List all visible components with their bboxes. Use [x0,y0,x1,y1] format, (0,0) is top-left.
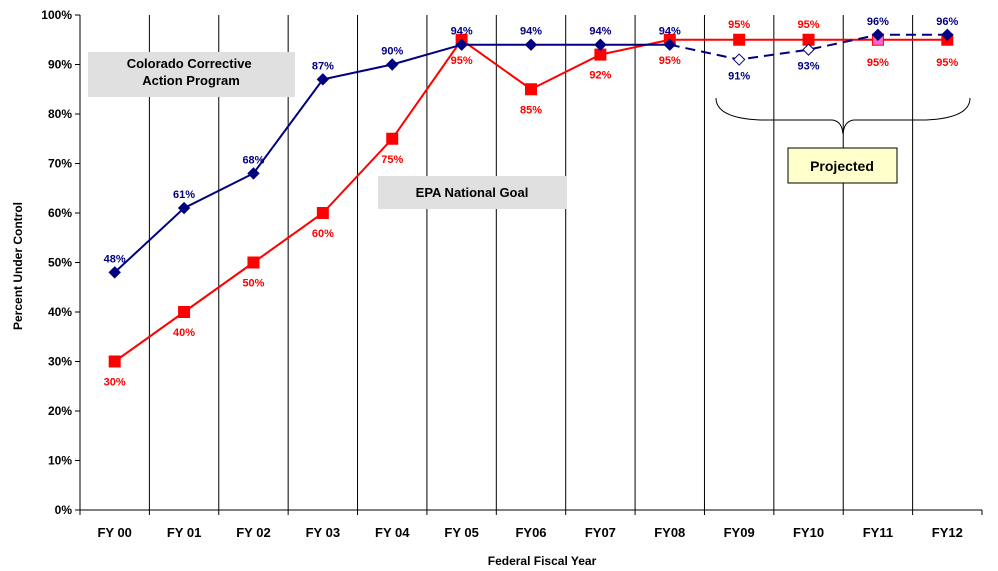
epa-data-label: 85% [520,104,542,116]
colorado-data-label: 93% [798,61,820,73]
colorado-data-label: 94% [589,26,611,38]
x-tick-label: FY07 [585,525,616,540]
x-tick-label: FY12 [932,525,963,540]
epa-point [247,256,260,269]
y-tick-label: 0% [55,503,73,517]
epa-data-label: 95% [867,57,889,69]
colorado-data-label: 94% [520,26,542,38]
x-axis-title: Federal Fiscal Year [488,554,597,568]
x-tick-label: FY 03 [306,525,340,540]
colorado-data-label: 91% [728,71,750,83]
colorado-point [108,266,121,279]
y-tick-label: 40% [48,305,72,319]
colorado-point [732,53,746,66]
colorado-data-label: 94% [659,26,681,38]
y-tick-label: 80% [48,107,72,121]
colorado-data-label: 96% [867,16,889,28]
colorado-point [386,58,399,71]
x-tick-label: FY 04 [375,525,410,540]
epa-data-label: 60% [312,228,334,240]
x-tick-label: FY 02 [236,525,270,540]
colorado-data-label: 87% [312,60,334,72]
epa-point [108,355,121,368]
series-label-box-colorado [88,52,295,97]
y-tick-label: 20% [48,404,72,418]
x-tick-label: FY 01 [167,525,201,540]
projected-label: Projected [810,158,874,174]
y-tick-label: 90% [48,58,72,72]
x-tick-label: FY09 [724,525,755,540]
epa-point [386,132,399,145]
epa-data-label: 95% [659,55,681,67]
epa-point [733,33,746,46]
data-labels: 48% 61% 68% 87% 90% 94% 94% 94% 94% 91% 93% 96% 96% 3… [104,16,959,389]
colorado-point [594,38,607,51]
epa-data-label: 75% [381,154,403,166]
projected-brace [715,97,971,135]
series-layer [108,28,954,368]
x-tick-label: FY06 [515,525,546,540]
x-tick-label: FY11 [863,525,893,540]
y-tick-label: 70% [48,157,72,171]
epa-data-label: 50% [242,278,264,290]
series-label-box-epa [378,176,567,209]
epa-data-label: 92% [589,70,611,82]
y-tick-label: 10% [48,454,72,468]
colorado-point [247,167,260,180]
y-tick-label: 100% [41,8,72,22]
epa-point [525,83,537,96]
y-tick-label: 50% [48,256,72,270]
grid-lines [148,15,914,510]
x-tick-label: FY 05 [444,525,478,540]
epa-data-label: 95% [728,19,750,31]
colorado-point [871,28,885,42]
colorado-data-label: 96% [936,16,958,28]
series-label-colorado: Colorado Corrective Action Program [127,56,256,88]
colorado-point [177,201,191,215]
epa-data-label: 30% [104,377,126,389]
colorado-point [663,38,676,51]
x-tick-label: FY10 [793,525,824,540]
y-axis-title: Percent Under Control [11,202,25,330]
colorado-data-label: 94% [451,26,473,38]
colorado-point [941,28,954,42]
colorado-point [802,43,815,56]
colorado-data-label: 68% [242,154,264,166]
colorado-point [524,38,538,51]
colorado-data-label: 61% [173,189,195,201]
epa-data-label: 95% [798,19,820,31]
y-tick-label: 60% [48,206,72,220]
series-label-epa: EPA National Goal [416,185,529,200]
colorado-point [455,38,468,51]
epa-data-label: 95% [936,57,958,69]
colorado-point [316,73,330,86]
projected-box [787,147,898,184]
epa-data-label: 95% [451,55,473,67]
epa-point [316,207,329,219]
epa-data-label: 40% [173,327,195,339]
x-tick-label: FY 00 [97,525,131,540]
x-tick-label: FY08 [654,525,685,540]
x-axis-ticks: FY 00 FY 01 FY 02 FY 03 FY 04 FY 05 FY06 FY07 FY… [79,510,983,540]
epa-point [178,306,191,318]
y-tick-label: 30% [48,355,72,369]
y-axis-ticks: 0% 10% 20% 30% 40% 50% 60% 70% 80% 90% 100% [41,8,80,517]
colorado-data-label: 48% [104,253,126,265]
colorado-data-label: 90% [381,46,403,58]
